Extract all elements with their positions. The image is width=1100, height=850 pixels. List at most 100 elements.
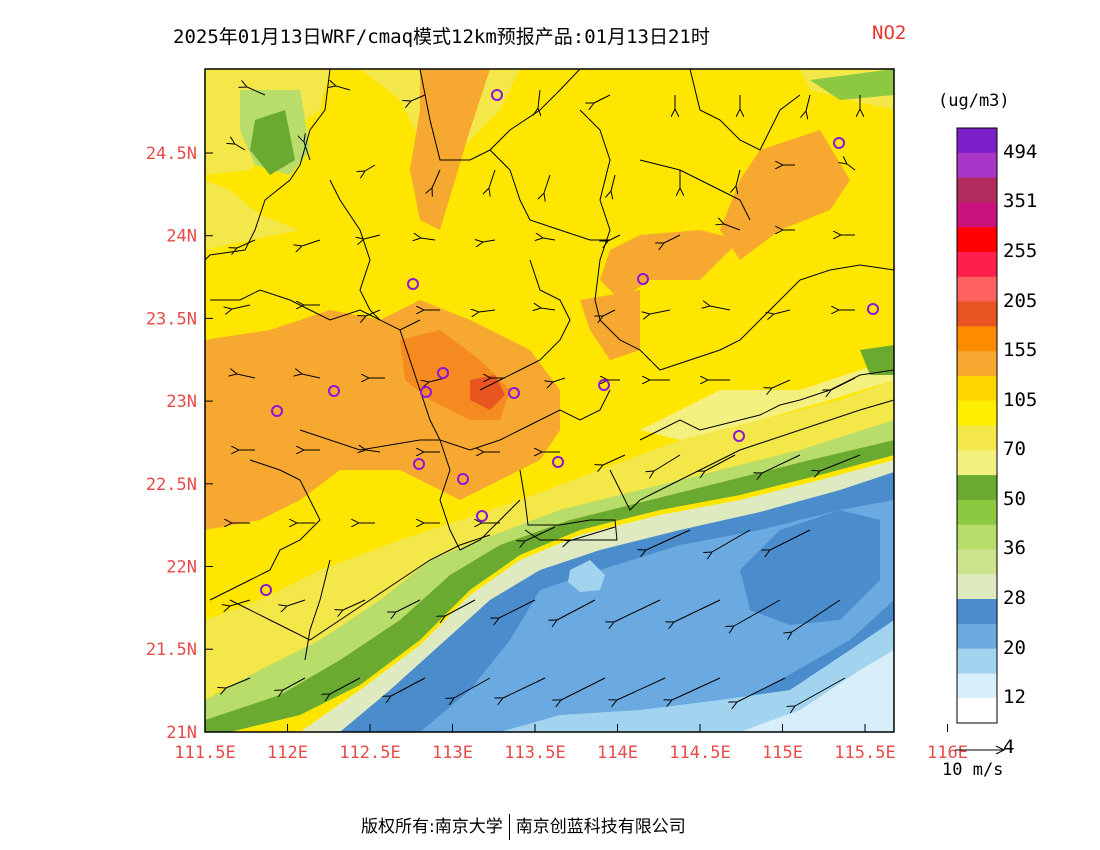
title-pollutant: NO2: [872, 22, 907, 44]
lon-tick-label: 113E: [432, 743, 473, 763]
colorbar-segment: [957, 251, 997, 278]
wind-vector-arrow-icon: [302, 374, 321, 379]
wind-vector-arrow-icon: [646, 529, 691, 550]
wind-vector-arrow-icon: [557, 599, 596, 620]
wind-vector-arrow-icon: [483, 240, 496, 242]
wind-vector-arrow-icon: [432, 169, 441, 188]
legend-label: 36: [1003, 537, 1026, 560]
legend-label: 255: [1003, 239, 1038, 262]
monitoring-station-marker-icon: [271, 405, 283, 417]
colorbar-segment: [957, 351, 997, 377]
legend-label: 155: [1003, 339, 1038, 362]
colorbar-segment: [957, 326, 997, 352]
colorbar-segment: [957, 152, 997, 179]
wind-vector-arrow-icon: [561, 677, 606, 700]
wind-vector-arrow-icon: [774, 309, 791, 314]
wind-vector-arrow-icon: [795, 677, 846, 706]
legend-label: 28: [1003, 587, 1026, 610]
monitoring-station-marker-icon: [260, 584, 272, 596]
wind-vector-arrow-icon: [445, 599, 476, 616]
lat-tick-label: 24.5N: [146, 144, 197, 164]
monitoring-station-marker-icon: [328, 385, 340, 397]
colorbar-segment: [957, 400, 997, 426]
wind-vector-arrow-icon: [226, 677, 251, 688]
wind-vector-arrow-icon: [525, 526, 556, 541]
legend-label: 70: [1003, 438, 1026, 461]
wind-vector-arrow-icon: [489, 169, 496, 188]
wind-vector-arrow-icon: [479, 310, 496, 312]
wind-vector-arrow-icon: [608, 234, 621, 241]
colorbar-segment: [957, 276, 997, 303]
footer-right: 南京创蓝科技有限公司: [515, 817, 686, 837]
colorbar-segment: [957, 673, 997, 699]
wind-vector-field: [226, 86, 860, 706]
wind-vector-arrow-icon: [847, 164, 856, 171]
legend-label: 12: [1003, 686, 1026, 709]
wind-vector-arrow-icon: [650, 309, 671, 314]
monitoring-station-marker-icon: [437, 367, 449, 379]
wind-vector-arrow-icon: [724, 224, 741, 231]
colorbar-frame: [956, 127, 998, 724]
wind-vector-arrow-icon: [603, 454, 626, 465]
lat-tick-label: 24N: [166, 227, 197, 247]
wind-vector-arrow-icon: [230, 599, 251, 606]
wind-vector-arrow-icon: [712, 529, 751, 552]
monitoring-station-marker-icon: [420, 386, 432, 398]
wind-vector-arrow-icon: [541, 308, 556, 310]
legend-label: 351: [1003, 190, 1038, 213]
wind-vector-arrow-icon: [396, 599, 421, 612]
lon-tick-label: 111.5E: [174, 743, 235, 763]
colorbar-segment: [957, 524, 997, 550]
wind-vector-arrow-icon: [499, 599, 536, 618]
wind-vector-arrow-icon: [364, 234, 381, 239]
wind-vector-arrow-icon: [617, 677, 666, 700]
lon-tick-label: 112E: [267, 743, 308, 763]
monitoring-station-marker-icon: [491, 89, 503, 101]
wind-vector-arrow-icon: [235, 144, 246, 151]
colorbar-segment: [957, 648, 997, 674]
lon-tick-label: 114E: [597, 743, 638, 763]
wind-vector-arrow-icon: [672, 677, 721, 700]
copyright-footer: 版权所有:南京大学 南京创蓝科技有限公司: [361, 812, 686, 840]
colorbar-segment: [957, 227, 997, 253]
lon-tick-label: 115.5E: [834, 743, 895, 763]
lat-tick-label: 23.5N: [146, 309, 197, 329]
title-main: 2025年01月13日WRF/cmaq模式12km预报产品:01月13日21时: [173, 26, 710, 48]
legend-label: 105: [1003, 388, 1038, 411]
monitoring-station-marker-icon: [552, 456, 564, 468]
monitoring-stations: [260, 89, 879, 596]
monitoring-station-marker-icon: [457, 473, 469, 485]
wind-vector-arrow-icon: [772, 379, 791, 388]
wind-vector-arrow-icon: [611, 174, 616, 191]
wind-vector-arrow-icon: [770, 529, 811, 550]
wind-vector-arrow-icon: [705, 454, 736, 471]
wind-vector-arrow-icon: [736, 169, 741, 186]
colorbar-segment: [957, 450, 997, 476]
wind-vector-arrow-icon: [237, 374, 256, 379]
wind-vector-arrow-icon: [454, 677, 491, 698]
wind-vector-arrow-icon: [806, 94, 811, 111]
footer-separator: [508, 814, 510, 840]
wind-vector-arrow-icon: [614, 599, 661, 622]
lon-tick-label: 115E: [762, 743, 803, 763]
legend-label: 205: [1003, 289, 1038, 312]
colorbar-segment: [957, 475, 997, 501]
colorbar-segment: [957, 425, 997, 451]
wind-vector-arrow-icon: [302, 239, 321, 246]
lon-tick-label: 113.5E: [504, 743, 565, 763]
colorbar-segment: [957, 549, 997, 575]
lat-tick-label: 22N: [166, 558, 197, 578]
colorbar-segment: [957, 499, 997, 526]
wind-vector-arrow-icon: [391, 677, 426, 696]
wind-vector-arrow-icon: [734, 599, 781, 626]
reference-vector-label: 10 m/s: [942, 760, 1004, 780]
legend-labels: 494 351 255 205 155 105 70 50 36 28 20 12 4: [1003, 0, 1093, 850]
colorbar-segment: [957, 375, 997, 402]
wind-vector-arrow-icon: [664, 234, 681, 243]
wind-vector-arrow-icon: [366, 309, 381, 316]
wind-vector-arrow-icon: [247, 87, 266, 96]
wind-vector-arrow-icon: [569, 526, 616, 541]
lat-tick-label: 21.5N: [146, 640, 197, 660]
legend-unit: (ug/m3): [938, 91, 1010, 111]
